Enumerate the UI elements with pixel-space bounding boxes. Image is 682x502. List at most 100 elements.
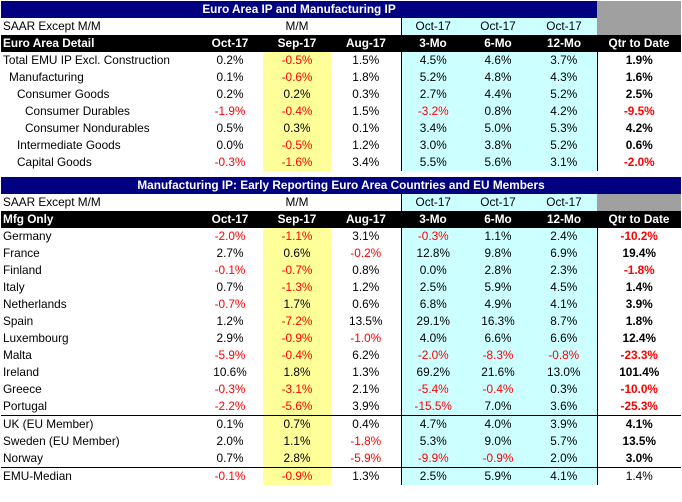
value-cell: 0.0%: [400, 262, 465, 279]
value-cell: 10.6%: [197, 364, 263, 381]
country-row: Luxembourg 2.9% -0.9% -1.0% 4.0% 6.6% 6.6% 12.4…: [1, 330, 681, 347]
value-cell: 2.7%: [197, 245, 263, 262]
value-cell: 2.0%: [197, 433, 263, 450]
value-cell: 5.2%: [531, 86, 597, 103]
qtd-value-cell: 1.9%: [596, 52, 681, 69]
value-cell: 6.6%: [531, 330, 597, 347]
value-cell: 3.7%: [531, 52, 597, 69]
row-label: Greece: [1, 381, 197, 398]
col-3mo: 3-Mo: [401, 35, 465, 52]
row-label: Sweden (EU Member): [1, 433, 197, 450]
country-row: Italy 0.7% -1.3% 1.2% 2.5% 5.9% 4.5% 1.4%: [1, 279, 681, 296]
value-cell: 1.8%: [263, 364, 331, 381]
value-cell: 1.3%: [331, 364, 401, 381]
value-cell: -1.1%: [263, 228, 331, 245]
value-cell: 2.8%: [263, 450, 331, 468]
value-cell: 1.2%: [331, 279, 401, 296]
value-cell: 0.6%: [263, 245, 331, 262]
value-cell: 1.1%: [465, 228, 531, 245]
value-cell: 0.5%: [197, 120, 263, 137]
row-label: Intermediate Goods: [1, 137, 197, 154]
value-cell: -8.3%: [465, 347, 531, 364]
gray-cell: [597, 1, 681, 18]
value-cell: 2.8%: [465, 262, 531, 279]
value-cell: -3.1%: [263, 381, 331, 398]
value-cell: -0.1%: [197, 262, 263, 279]
row-label: UK (EU Member): [1, 415, 197, 433]
value-cell: 2.5%: [400, 467, 465, 485]
value-cell: 0.2%: [197, 52, 263, 69]
value-cell: 4.1%: [531, 296, 597, 313]
value-cell: 5.9%: [465, 279, 531, 296]
value-cell: 0.0%: [197, 137, 263, 154]
col-oct: Oct-17: [197, 211, 263, 228]
ip-row: Consumer Durables -1.9% -0.4% 1.5% -3.2% 0.8%…: [1, 103, 681, 120]
row-label: Malta: [1, 347, 197, 364]
qtd-value-cell: -23.3%: [596, 347, 681, 364]
value-cell: 1.8%: [331, 69, 401, 86]
period-6mo: Oct-17: [465, 18, 531, 35]
value-cell: 5.7%: [531, 433, 597, 450]
value-cell: 2.9%: [197, 330, 263, 347]
qtd-value-cell: 0.6%: [596, 137, 681, 154]
row-label: Portugal: [1, 398, 197, 416]
value-cell: -3.2%: [400, 103, 465, 120]
qtd-value-cell: 1.8%: [596, 313, 681, 330]
value-cell: -0.4%: [263, 103, 331, 120]
value-cell: 3.4%: [331, 154, 401, 171]
value-cell: 0.8%: [465, 103, 531, 120]
value-cell: 3.8%: [465, 137, 531, 154]
value-cell: 12.8%: [400, 245, 465, 262]
ip-row: Consumer Nondurables 0.5% 0.3% 0.1% 3.4% 5.0%…: [1, 120, 681, 137]
value-cell: -1.8%: [331, 433, 401, 450]
col-aug: Aug-17: [331, 35, 401, 52]
value-cell: 4.0%: [400, 330, 465, 347]
subheader-row: SAAR Except M/M M/M Oct-17 Oct-17 Oct-17: [1, 194, 681, 211]
value-cell: -0.4%: [263, 347, 331, 364]
manufacturing-ip-table: Manufacturing IP: Early Reporting Euro A…: [1, 177, 681, 485]
ip-row: Intermediate Goods 0.0% -0.5% 1.2% 3.0% 3.8% 5…: [1, 137, 681, 154]
qtd-value-cell: 4.2%: [596, 120, 681, 137]
qtd-value-cell: 1.4%: [596, 467, 681, 485]
value-cell: 3.6%: [531, 398, 597, 416]
row-label: Consumer Durables: [1, 103, 197, 120]
value-cell: 0.4%: [331, 415, 401, 433]
value-cell: 0.8%: [331, 262, 401, 279]
qtd-value-cell: -2.0%: [596, 154, 681, 171]
column-header-row: Euro Area Detail Oct-17 Sep-17 Aug-17 3-…: [1, 35, 681, 52]
row-label: Finland: [1, 262, 197, 279]
period-6mo: Oct-17: [465, 194, 531, 211]
value-cell: 0.1%: [197, 415, 263, 433]
value-cell: 3.1%: [331, 228, 401, 245]
value-cell: 5.2%: [400, 69, 465, 86]
value-cell: 2.7%: [400, 86, 465, 103]
period-3mo: Oct-17: [400, 194, 465, 211]
period-3mo: Oct-17: [400, 18, 465, 35]
value-cell: 0.1%: [331, 120, 401, 137]
qtd-value-cell: 4.1%: [596, 415, 681, 433]
col-3mo: 3-Mo: [401, 211, 465, 228]
euro-area-ip-table: Euro Area IP and Manufacturing IP SAAR E…: [1, 1, 681, 171]
value-cell: 7.0%: [465, 398, 531, 416]
value-cell: -1.0%: [331, 330, 401, 347]
value-cell: 1.2%: [197, 313, 263, 330]
value-cell: -0.5%: [263, 52, 331, 69]
value-cell: 6.2%: [331, 347, 401, 364]
qtd-value-cell: 101.4%: [596, 364, 681, 381]
value-cell: 8.7%: [531, 313, 597, 330]
country-row: Netherlands -0.7% 1.7% 0.6% 6.8% 4.9% 4.1% 3.9%: [1, 296, 681, 313]
value-cell: -0.7%: [197, 296, 263, 313]
value-cell: -1.3%: [263, 279, 331, 296]
value-cell: 0.3%: [531, 381, 597, 398]
value-cell: 5.6%: [465, 154, 531, 171]
mm-label: M/M: [263, 18, 331, 35]
subheader-row: SAAR Except M/M M/M Oct-17 Oct-17 Oct-17: [1, 18, 681, 35]
value-cell: 13.0%: [531, 364, 597, 381]
row-label: Manufacturing: [1, 69, 197, 86]
units-label: SAAR Except M/M: [1, 18, 197, 35]
eu-member-row: UK (EU Member) 0.1% 0.7% 0.4% 4.7% 4.0% 3.9% 4.…: [1, 415, 681, 433]
section-label: Euro Area Detail: [1, 35, 197, 52]
country-row: Greece -0.3% -3.1% 2.1% -5.4% -0.4% 0.3% -10.0%: [1, 381, 681, 398]
col-aug: Aug-17: [331, 211, 401, 228]
qtd-value-cell: 12.4%: [596, 330, 681, 347]
